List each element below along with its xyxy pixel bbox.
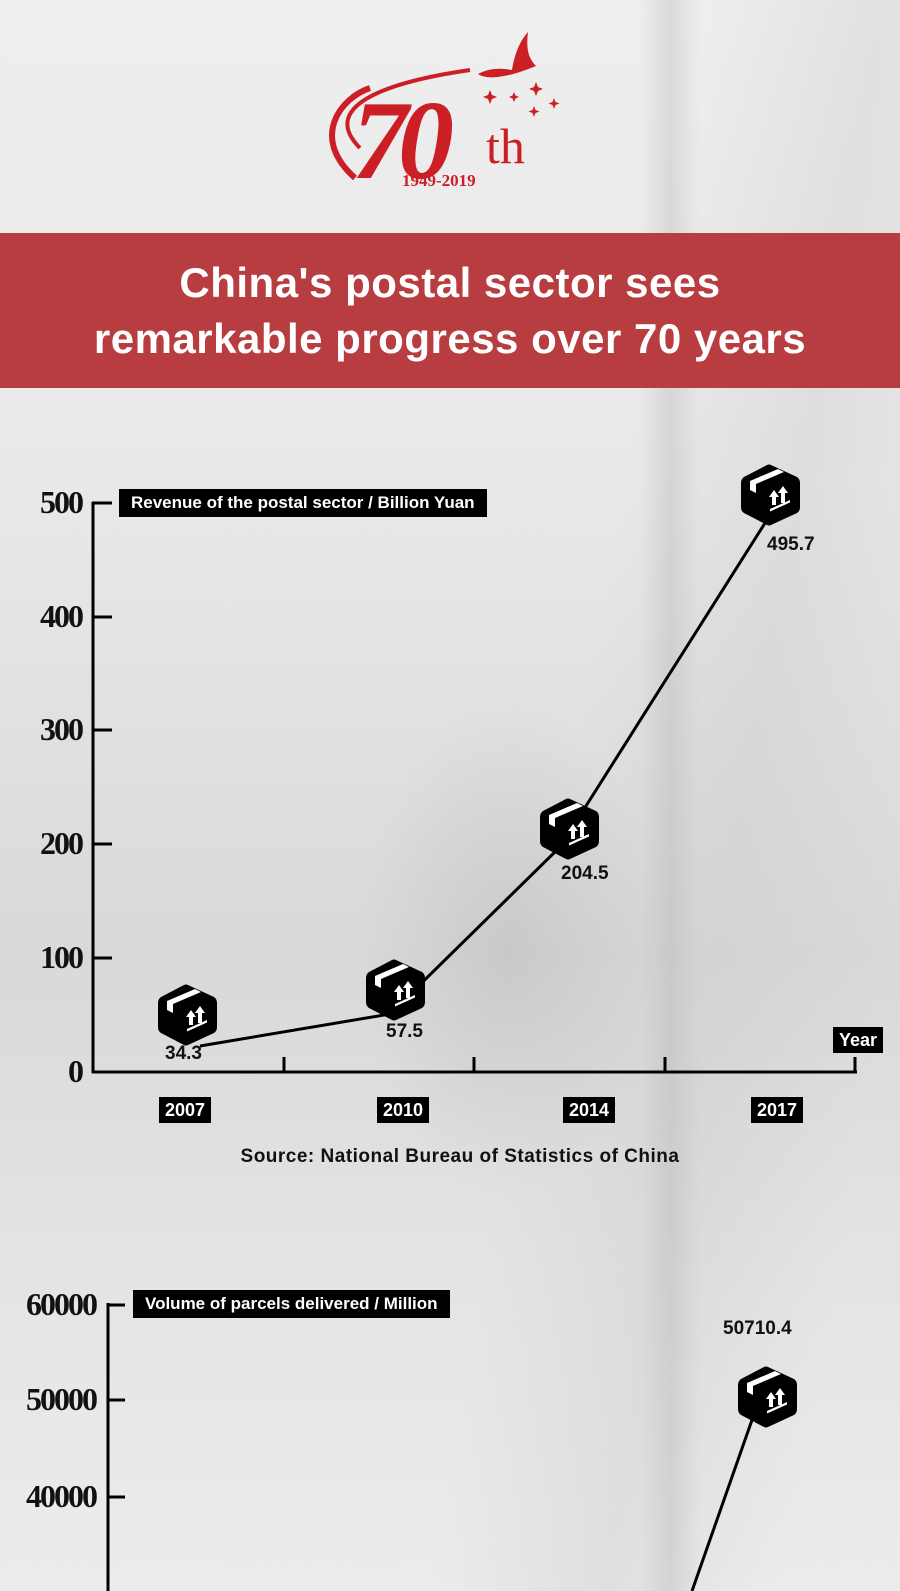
y-tick-label: 100 <box>40 939 84 975</box>
parcels-line <box>690 1399 761 1591</box>
data-label: 495.7 <box>767 534 815 555</box>
dove-icon <box>478 32 536 78</box>
y-tick-label: 400 <box>40 598 84 634</box>
source-note: Source: National Bureau of Statistics of… <box>240 1146 680 1167</box>
y-tick-label: 0 <box>68 1053 84 1089</box>
y-tick-label: 300 <box>40 711 84 747</box>
x-tick-label: 2010 <box>377 1097 430 1123</box>
y-tick-label: 60000 <box>26 1286 98 1322</box>
y-tick-label: 50000 <box>26 1381 98 1417</box>
logo-th-text: th <box>486 118 525 174</box>
data-label: 204.5 <box>561 863 609 884</box>
x-tick-label: 2007 <box>159 1097 212 1123</box>
logo-years-text: 1949-2019 <box>402 171 476 190</box>
x-tick-label: 2017 <box>751 1097 804 1123</box>
y-tick-label: 200 <box>40 825 84 861</box>
revenue-line <box>199 511 774 1048</box>
y-tick-label: 500 <box>40 484 84 520</box>
x-axis-label: Year <box>833 1027 884 1053</box>
logo-graphic: 70 th 1949-2019 <box>329 32 560 203</box>
x-tick-label: 2014 <box>563 1097 616 1123</box>
anniversary-logo: 70 th 1949-2019 <box>300 28 570 203</box>
title-banner: China's postal sector sees remarkable pr… <box>0 233 900 388</box>
stars-icon <box>483 82 560 117</box>
title-line-1: China's postal sector sees <box>179 258 721 306</box>
title-line-2: remarkable progress over 70 years <box>93 314 807 362</box>
chart-title: Volume of parcels delivered / Million <box>133 1290 450 1318</box>
chart-title: Revenue of the postal sector / Billion Y… <box>119 489 487 517</box>
data-label: 50710.4 <box>723 1318 792 1339</box>
data-label: 34.3 <box>165 1043 202 1064</box>
box-icon <box>738 1366 797 1428</box>
y-tick-label: 40000 <box>26 1478 98 1514</box>
data-label: 57.5 <box>386 1021 423 1042</box>
